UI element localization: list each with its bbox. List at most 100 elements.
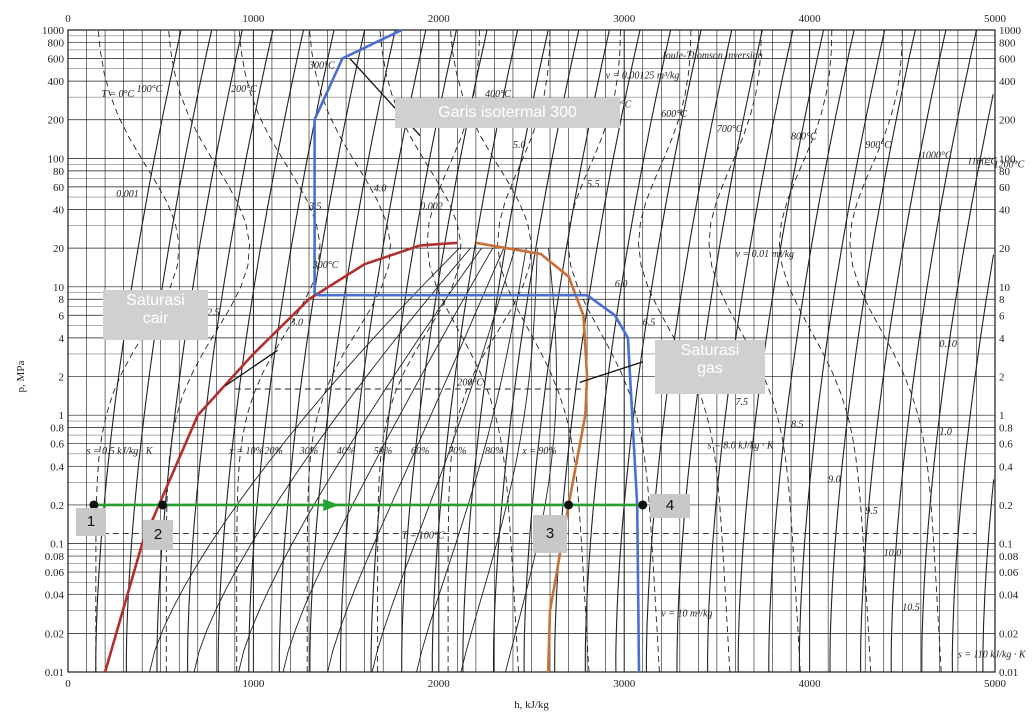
curve-label: T = 100°C bbox=[402, 530, 445, 541]
entropy-curve bbox=[798, 29, 886, 672]
curve-label: 5.0 bbox=[513, 140, 526, 151]
y-tick-label-left: 400 bbox=[48, 76, 65, 88]
curve-label: 6.5 bbox=[643, 317, 656, 328]
curve-label: 1000°C bbox=[921, 150, 952, 161]
y-tick-label-right: 0.2 bbox=[999, 500, 1013, 512]
y-tick-label-left: 10 bbox=[53, 282, 65, 294]
sat-gas-line1: Saturasi bbox=[680, 342, 740, 359]
curve-label: 600°C bbox=[661, 109, 687, 120]
entropy-curve bbox=[829, 29, 916, 672]
quality-line bbox=[193, 247, 471, 673]
y-tick-label-left: 60 bbox=[53, 182, 65, 194]
curve-labels: T = 0°C100°C200°C300°C400°C500°C600°C700… bbox=[87, 50, 1027, 660]
axis-labels: 0.010.020.040.060.080.10.20.40.60.812468… bbox=[15, 13, 1022, 711]
x-axis-label: h, kJ/kg bbox=[514, 699, 549, 711]
y-tick-label-left: 0.06 bbox=[45, 567, 65, 579]
y-tick-label-right: 0.04 bbox=[999, 590, 1019, 602]
curve-label: 800°C bbox=[791, 132, 817, 143]
isotherm-curve bbox=[306, 29, 391, 672]
y-tick-label-left: 600 bbox=[48, 53, 65, 65]
isotherm-curve bbox=[165, 29, 251, 672]
y-tick-label-right: 0.8 bbox=[999, 423, 1013, 435]
y-axis-label: p, MPa bbox=[15, 361, 27, 393]
process-arrowhead bbox=[323, 498, 340, 511]
entropy-curve bbox=[615, 29, 702, 673]
curve-label: 3.5 bbox=[308, 201, 322, 212]
entropy-curve bbox=[890, 29, 978, 672]
curve-label: 0.001 bbox=[116, 189, 139, 200]
entropy-curve bbox=[217, 29, 305, 672]
curve-label: 80% bbox=[485, 446, 503, 457]
curve-label: 70% bbox=[448, 446, 466, 457]
curve-label: 900°C bbox=[865, 140, 891, 151]
y-tick-label-right: 10 bbox=[999, 282, 1011, 294]
curve-label: 60% bbox=[411, 446, 429, 457]
curve-label: v = 10 m³/kg bbox=[661, 609, 712, 620]
curve-label: 300°C bbox=[308, 61, 335, 72]
entropy-curve bbox=[492, 29, 580, 672]
entropy-curve bbox=[584, 29, 672, 672]
quality-line bbox=[460, 248, 538, 673]
y-tick-label-right: 0.1 bbox=[999, 539, 1013, 551]
state-point-3 bbox=[564, 500, 574, 510]
entropy-curve bbox=[951, 254, 995, 673]
process-line bbox=[89, 498, 648, 511]
curve-label: 0.002 bbox=[420, 201, 443, 212]
x-tick-label-bottom: 3000 bbox=[613, 678, 636, 690]
entropy-curve bbox=[523, 29, 610, 672]
x-tick-label-bottom: 2000 bbox=[428, 678, 451, 690]
isotherm-annotation-text: Garis isotermal 300 bbox=[438, 104, 577, 121]
x-tick-label-bottom: 1000 bbox=[242, 678, 265, 690]
y-tick-label-left: 1 bbox=[59, 410, 65, 422]
entropy-curve bbox=[309, 29, 396, 672]
sat-liquid-annotation: Saturasi cair bbox=[103, 290, 208, 340]
curve-label: s = 8.0 kJ/kg · K bbox=[708, 441, 775, 452]
entropy-curve bbox=[339, 29, 427, 672]
y-tick-label-right: 60 bbox=[999, 182, 1011, 194]
curve-label: T = 1200°C bbox=[976, 159, 1024, 170]
y-tick-label-left: 0.02 bbox=[45, 628, 64, 640]
curve-label: 20% bbox=[265, 446, 283, 457]
point-label-1: 1 bbox=[76, 508, 106, 536]
curve-label: 0.10 bbox=[939, 339, 957, 350]
sat-liquid-line2: cair bbox=[142, 310, 169, 327]
curve-label: 30% bbox=[299, 446, 318, 457]
y-tick-label-right: 0.02 bbox=[999, 628, 1018, 640]
y-tick-label-left: 200 bbox=[48, 115, 65, 127]
entropy-curve bbox=[462, 29, 549, 672]
y-tick-label-right: 20 bbox=[999, 243, 1011, 255]
sat-gas-line2: gas bbox=[697, 360, 723, 377]
y-tick-label-left: 8 bbox=[59, 294, 65, 306]
curve-label: 5.5 bbox=[587, 179, 600, 190]
isotherm-curve bbox=[95, 29, 180, 672]
curve-label: x = 90% bbox=[521, 446, 557, 457]
curve-label: Joule-Thomson inversion bbox=[661, 50, 762, 61]
quality-line bbox=[327, 247, 505, 673]
curve-label: 9.0 bbox=[828, 474, 841, 485]
y-tick-label-right: 40 bbox=[999, 204, 1011, 216]
y-tick-label-right: 100. bbox=[999, 153, 1019, 165]
y-tick-label-right: 200 bbox=[999, 115, 1016, 127]
y-tick-label-right: 0.6 bbox=[999, 439, 1013, 451]
y-tick-label-right: 1000 bbox=[999, 25, 1022, 37]
x-tick-label-top: 1000 bbox=[242, 13, 265, 25]
quality-line bbox=[282, 247, 494, 673]
entropy-curve bbox=[401, 29, 488, 672]
isotherm-annotation: Garis isotermal 300 bbox=[395, 98, 620, 128]
x-tick-label-bottom: 4000 bbox=[799, 678, 822, 690]
curve-label: 4.0 bbox=[374, 184, 387, 195]
y-tick-label-left: 800 bbox=[48, 37, 65, 49]
y-tick-label-left: 0.4 bbox=[50, 461, 64, 473]
point-label-2: 2 bbox=[143, 520, 173, 550]
state-point-2 bbox=[158, 500, 168, 510]
curve-label: 700°C bbox=[717, 124, 743, 135]
curve-label: 2.5 bbox=[207, 307, 220, 318]
entropy-curve bbox=[125, 29, 213, 672]
entropy-curve bbox=[95, 29, 182, 672]
quality-line bbox=[149, 247, 460, 673]
isotherm-curve bbox=[447, 29, 532, 672]
y-tick-label-left: 0.08 bbox=[45, 551, 65, 563]
curve-label: T = 0°C bbox=[101, 89, 134, 100]
quality-line bbox=[505, 248, 557, 673]
